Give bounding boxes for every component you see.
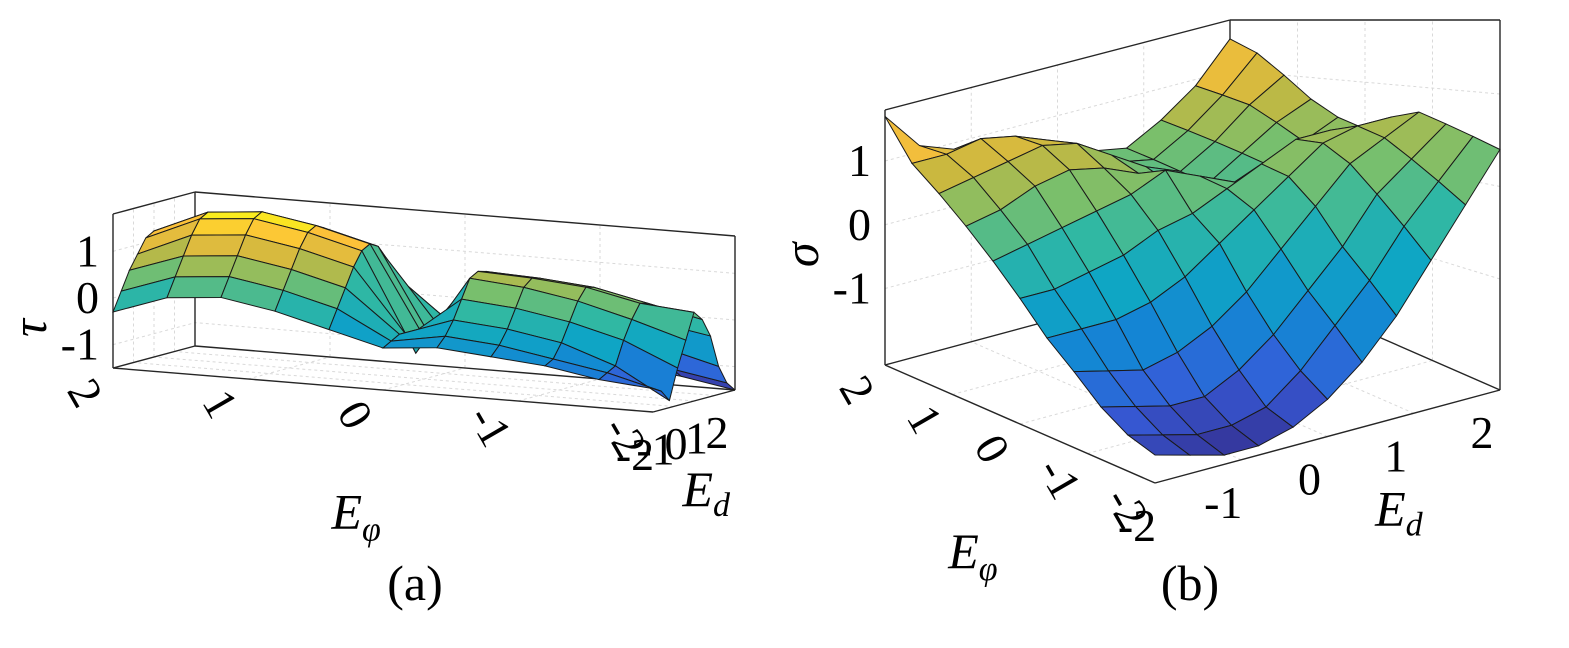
y-axis-label-main: E	[331, 483, 363, 539]
z-axis-label: τ	[1, 317, 57, 337]
surface-patch	[190, 218, 255, 236]
x-tick-label: 2	[706, 407, 729, 458]
surface-patch	[198, 211, 264, 220]
panel-caption: (a)	[387, 555, 443, 611]
x-tick-label: -2	[1118, 500, 1156, 551]
x-tick-label: 0	[665, 418, 688, 469]
surface	[112, 211, 736, 402]
x-axis-label-main: E	[1374, 481, 1406, 537]
y-tick-label: 2	[58, 370, 114, 415]
floor-gridline	[174, 351, 715, 396]
x-axis-line	[1154, 389, 1501, 484]
x-tick-label: -2	[616, 429, 654, 480]
panel-caption: (b)	[1161, 555, 1219, 611]
x-tick-label: 2	[1471, 407, 1494, 458]
x-axis-label: Ed	[1374, 481, 1424, 544]
y-tick-label: 0	[965, 426, 1021, 471]
x-tick-label: 1	[1384, 430, 1407, 481]
x-tick-label: -1	[636, 424, 674, 475]
y-axis-label-sub: φ	[979, 551, 998, 588]
y-tick-label: 1	[193, 381, 249, 426]
surface-patch	[1126, 434, 1192, 456]
surface-patch	[166, 276, 230, 299]
floor-gridline	[1143, 294, 1414, 414]
y-axis-label-main: E	[947, 523, 979, 579]
y-tick-label: 1	[897, 397, 953, 442]
z-tick-label: 1	[848, 135, 871, 186]
x-tick-label: -1	[1204, 477, 1242, 528]
surface-patch	[174, 255, 239, 278]
y-axis-label: Eφ	[947, 523, 997, 588]
z-tick-label: 0	[848, 199, 871, 250]
x-axis-label: Ed	[681, 461, 731, 524]
box-edge	[112, 345, 196, 369]
floor-gridline	[517, 378, 601, 402]
y-axis-line	[112, 367, 654, 413]
z-tick-label: 1	[76, 225, 99, 276]
z-tick-label: 0	[76, 272, 99, 323]
y-tick-label: -1	[459, 396, 522, 455]
y-axis-label-sub: φ	[362, 511, 381, 548]
box-edge	[194, 191, 736, 237]
surface-patch	[182, 234, 247, 257]
x-tick-label: 0	[1298, 454, 1321, 505]
x-axis-label-sub: d	[713, 487, 731, 524]
floor-gridline	[382, 367, 466, 391]
surface-patch	[597, 372, 662, 392]
floor-gridline	[247, 356, 331, 380]
box-edge	[884, 19, 1231, 111]
x-axis-label-sub: d	[1406, 507, 1424, 544]
box-edge	[112, 191, 196, 215]
x-axis-line	[652, 389, 736, 413]
y-tick-label: -1	[1028, 449, 1091, 508]
floor-gridline	[133, 362, 674, 407]
surface	[884, 38, 1501, 456]
wall-gridline	[112, 322, 196, 346]
y-tick-label: 2	[830, 367, 886, 412]
y-axis-label: Eφ	[331, 483, 381, 548]
x-tick-label: 1	[685, 413, 708, 464]
x-axis-label-main: E	[681, 461, 713, 517]
z-tick-label: -1	[61, 319, 99, 370]
y-axis-line	[884, 364, 1156, 484]
y-tick-label: 0	[328, 392, 384, 437]
z-axis-label: σ	[773, 240, 829, 267]
z-tick-label: -1	[833, 263, 871, 314]
